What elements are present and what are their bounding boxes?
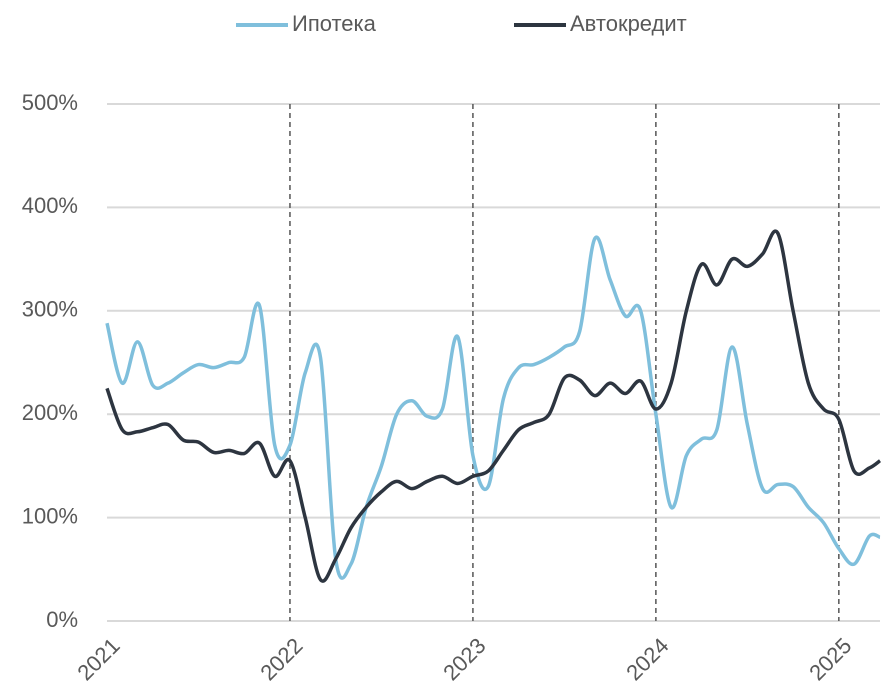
- y-tick-label: 0%: [46, 607, 78, 632]
- y-tick-label: 200%: [22, 400, 78, 425]
- x-tick-label: 2025: [804, 633, 856, 685]
- x-tick-label: 2024: [621, 633, 673, 685]
- line-series: [105, 229, 882, 583]
- x-tick-label: 2022: [255, 633, 307, 685]
- y-tick-label: 300%: [22, 297, 78, 322]
- y-tick-label: 400%: [22, 193, 78, 218]
- x-tick-label: 2021: [72, 633, 124, 685]
- y-tick-label: 500%: [22, 90, 78, 115]
- line-series: [105, 235, 881, 580]
- x-tick-label: 2023: [438, 633, 490, 685]
- legend-label: Автокредит: [570, 11, 687, 36]
- legend-label: Ипотека: [292, 11, 377, 36]
- y-tick-label: 100%: [22, 503, 78, 528]
